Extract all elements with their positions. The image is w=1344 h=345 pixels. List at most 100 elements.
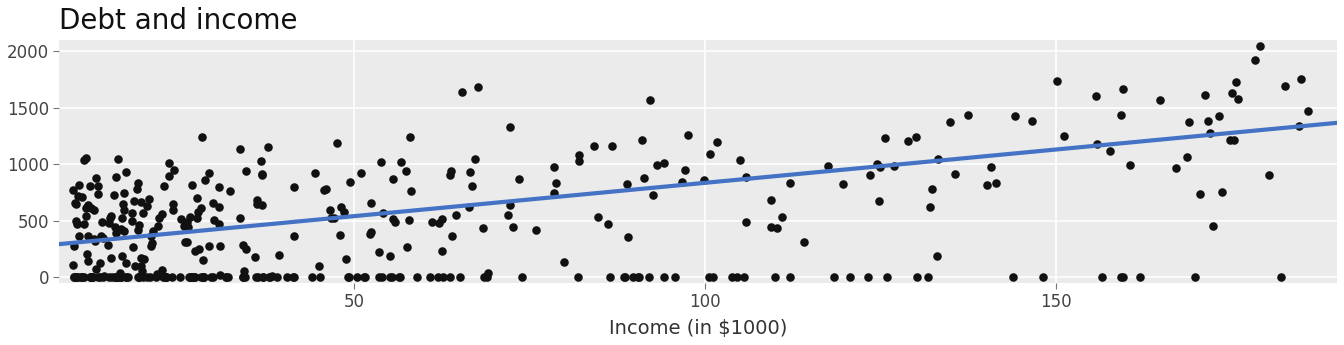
Point (85, 176, 106, 181)
Point (99, 215, 121, 220)
Point (187, 195, 208, 200)
Point (75, 214, 97, 219)
Point (567, 275, 589, 280)
Point (234, 275, 255, 280)
Point (181, 183, 203, 188)
Point (251, 172, 273, 178)
Point (155, 275, 176, 280)
Point (599, 275, 621, 280)
Point (735, 174, 757, 180)
Point (78, 258, 99, 264)
Point (353, 275, 375, 280)
Point (177, 224, 199, 230)
Point (926, 254, 948, 259)
Point (253, 275, 274, 280)
Point (368, 275, 390, 280)
Point (883, 163, 905, 169)
Point (140, 234, 161, 239)
Point (379, 275, 401, 280)
Point (384, 219, 406, 224)
Point (1085, 93, 1106, 99)
Point (208, 184, 230, 190)
Point (184, 275, 206, 280)
Point (210, 244, 231, 249)
Point (141, 240, 163, 246)
Point (598, 221, 620, 227)
Point (1111, 86, 1133, 92)
Point (66, 201, 87, 207)
Point (1189, 192, 1211, 197)
Point (235, 168, 257, 174)
Point (857, 275, 879, 280)
Point (179, 275, 200, 280)
Point (1177, 119, 1199, 125)
Point (116, 260, 137, 266)
Point (145, 275, 167, 280)
Point (82, 275, 103, 280)
Point (155, 275, 176, 280)
Point (427, 275, 449, 280)
Point (761, 224, 782, 230)
Point (569, 152, 590, 158)
Point (868, 198, 890, 204)
Point (465, 157, 487, 162)
Point (860, 172, 882, 178)
Point (67, 275, 89, 280)
Point (401, 188, 422, 194)
Point (399, 134, 421, 140)
Point (1032, 275, 1054, 280)
Point (616, 181, 637, 187)
Point (251, 171, 273, 177)
Point (75, 205, 97, 211)
Point (77, 204, 98, 210)
Point (732, 275, 754, 280)
Point (439, 275, 461, 280)
Point (194, 177, 215, 183)
Point (128, 180, 149, 186)
Point (793, 239, 814, 245)
Point (251, 203, 273, 208)
Point (943, 171, 965, 177)
Point (441, 168, 462, 174)
Point (87, 275, 109, 280)
Point (132, 210, 153, 215)
Point (622, 275, 644, 280)
Point (83, 237, 105, 242)
Point (233, 243, 254, 248)
Point (1297, 108, 1318, 114)
Point (103, 192, 125, 197)
Point (918, 275, 939, 280)
Point (142, 228, 164, 234)
Point (628, 275, 649, 280)
Point (382, 176, 403, 182)
Point (442, 233, 464, 239)
Point (866, 161, 887, 167)
Point (1176, 155, 1198, 160)
Point (105, 224, 126, 230)
Point (282, 275, 304, 280)
Point (63, 275, 85, 280)
Point (922, 186, 943, 191)
Point (113, 228, 134, 234)
Point (640, 97, 661, 102)
Point (126, 186, 148, 191)
Point (927, 157, 949, 162)
Point (97, 242, 118, 247)
Point (121, 210, 142, 215)
Point (122, 218, 144, 224)
Point (840, 275, 862, 280)
Point (1270, 275, 1292, 280)
Point (331, 205, 352, 210)
Point (247, 275, 269, 280)
Point (101, 213, 122, 218)
Point (71, 195, 93, 200)
Point (379, 254, 401, 259)
Point (427, 220, 449, 226)
Point (63, 275, 85, 280)
Point (66, 275, 87, 280)
Point (390, 160, 411, 165)
Point (439, 172, 461, 178)
Point (65, 200, 86, 205)
Point (421, 219, 442, 225)
Point (1129, 275, 1150, 280)
